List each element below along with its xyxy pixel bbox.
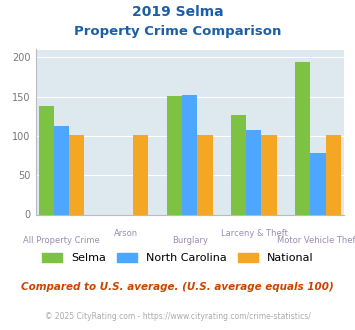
Text: Property Crime Comparison: Property Crime Comparison: [74, 25, 281, 38]
Bar: [311, 153, 326, 214]
Bar: [326, 135, 340, 214]
Bar: [262, 135, 277, 214]
Bar: [39, 106, 54, 214]
Bar: [246, 130, 262, 214]
Text: © 2025 CityRating.com - https://www.cityrating.com/crime-statistics/: © 2025 CityRating.com - https://www.city…: [45, 312, 310, 321]
Text: Motor Vehicle Theft: Motor Vehicle Theft: [277, 236, 355, 245]
Bar: [295, 62, 311, 214]
Text: All Property Crime: All Property Crime: [23, 236, 100, 245]
Legend: Selma, North Carolina, National: Selma, North Carolina, National: [38, 248, 317, 268]
Text: Burglary: Burglary: [172, 236, 208, 245]
Bar: [182, 95, 197, 214]
Text: Larceny & Theft: Larceny & Theft: [220, 229, 288, 238]
Bar: [167, 96, 182, 214]
Bar: [69, 135, 84, 214]
Bar: [133, 135, 148, 214]
Text: Arson: Arson: [114, 229, 138, 238]
Bar: [54, 126, 69, 214]
Text: Compared to U.S. average. (U.S. average equals 100): Compared to U.S. average. (U.S. average …: [21, 282, 334, 292]
Bar: [231, 115, 246, 214]
Text: 2019 Selma: 2019 Selma: [132, 5, 223, 19]
Bar: [197, 135, 213, 214]
